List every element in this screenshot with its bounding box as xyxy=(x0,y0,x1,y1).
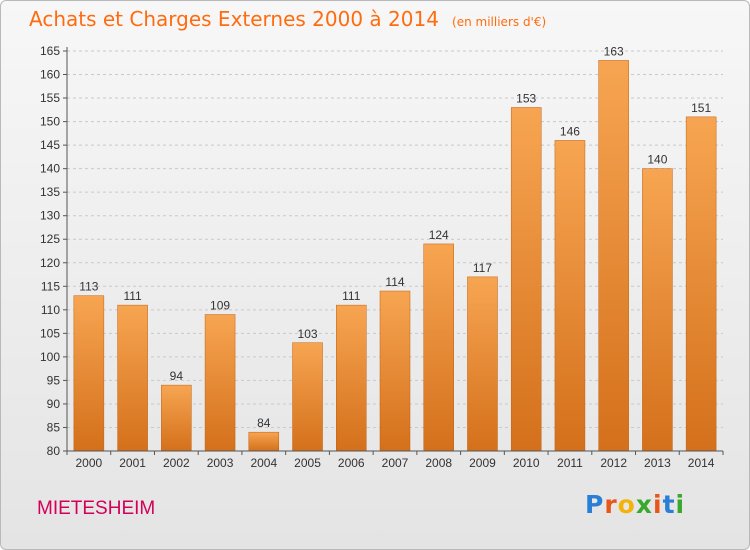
y-tick-label: 125 xyxy=(40,232,60,246)
x-tick-label-2002: 2002 xyxy=(163,456,190,470)
x-tick-label-2000: 2000 xyxy=(76,456,103,470)
data-label-2010: 153 xyxy=(516,91,536,105)
data-label-2014: 151 xyxy=(691,101,711,115)
x-tick-label-2012: 2012 xyxy=(600,456,627,470)
bar-2010[interactable] xyxy=(510,107,542,452)
bar-2013[interactable] xyxy=(642,168,673,452)
data-label-2009: 117 xyxy=(473,261,492,275)
data-label-2011: 146 xyxy=(560,124,580,138)
data-label-2001: 111 xyxy=(123,289,142,303)
bar-2005[interactable] xyxy=(292,342,323,452)
bar-2004[interactable] xyxy=(248,431,280,452)
logo-letter: o xyxy=(617,490,636,519)
y-tick-label: 165 xyxy=(40,44,60,58)
data-label-2002: 94 xyxy=(170,369,184,383)
y-tick-label: 110 xyxy=(41,303,60,317)
logo-letter: x xyxy=(635,490,653,519)
logo-letter: i xyxy=(653,490,663,519)
x-tick-label-2011: 2011 xyxy=(557,456,583,470)
y-tick-label: 135 xyxy=(40,185,60,199)
x-tick-label-2003: 2003 xyxy=(207,456,234,470)
logo-letter: P xyxy=(585,490,605,519)
logo-letter: i xyxy=(675,490,686,519)
y-tick-label: 130 xyxy=(40,209,60,223)
chart-subtitle: (en milliers d'€) xyxy=(452,15,547,29)
axes: 80 85 90 95 100 105 110 115 120 125 130 135 140 145 15… xyxy=(40,44,724,470)
x-tick-label-2001: 2001 xyxy=(119,456,146,470)
logo-letter: r xyxy=(604,490,618,519)
bars xyxy=(73,60,717,452)
y-tick-label: 85 xyxy=(47,420,61,434)
data-label-2008: 124 xyxy=(429,228,449,242)
bar-2002[interactable] xyxy=(161,384,192,452)
location-label: MIETESHEIM xyxy=(37,498,156,519)
data-label-2013: 140 xyxy=(647,153,667,167)
data-label-2007: 114 xyxy=(385,275,404,289)
y-tick-label: 120 xyxy=(40,256,60,270)
data-label-2006: 111 xyxy=(342,289,361,303)
y-tick-label: 105 xyxy=(40,326,60,340)
y-tick-label: 150 xyxy=(40,115,60,129)
data-label-2000: 113 xyxy=(79,280,98,294)
y-tick-label: 115 xyxy=(41,279,60,293)
data-label-2003: 109 xyxy=(210,299,230,313)
bar-2001[interactable] xyxy=(117,304,148,452)
data-labels: 113 111 94 109 84 103 111 114 124 117 153 146 163 140… xyxy=(79,44,711,430)
bar-2012[interactable] xyxy=(598,60,629,452)
x-tick-label-2004: 2004 xyxy=(250,456,277,470)
y-tick-label: 155 xyxy=(40,91,60,105)
x-tick-label-2014: 2014 xyxy=(688,456,715,470)
y-tick-label: 80 xyxy=(47,444,61,458)
x-tick-label-2006: 2006 xyxy=(338,456,365,470)
y-tick-label: 100 xyxy=(40,350,60,364)
bar-2011[interactable] xyxy=(554,140,586,452)
bar-2006[interactable] xyxy=(336,304,367,452)
x-tick-label-2005: 2005 xyxy=(294,456,321,470)
y-tick-label: 140 xyxy=(40,162,60,176)
bar-2008[interactable] xyxy=(423,243,454,452)
bar-2003[interactable] xyxy=(204,314,236,452)
proxiti-logo[interactable]: Proxiti xyxy=(585,490,685,519)
data-label-2005: 103 xyxy=(298,327,318,341)
y-tick-label: 160 xyxy=(40,68,60,82)
logo-letter: t xyxy=(662,490,676,519)
x-tick-label-2009: 2009 xyxy=(469,456,496,470)
data-label-2012: 163 xyxy=(604,44,624,58)
x-tick-label-2013: 2013 xyxy=(644,456,671,470)
bar-2009[interactable] xyxy=(467,276,498,452)
y-tick-label: 90 xyxy=(47,397,61,411)
bar-2014[interactable] xyxy=(685,116,717,452)
bar-2007[interactable] xyxy=(379,290,411,452)
y-tick-label: 145 xyxy=(40,138,60,152)
chart-title-block: Achats et Charges Externes 2000 à 2014 (… xyxy=(29,7,546,31)
chart-title: Achats et Charges Externes 2000 à 2014 xyxy=(29,7,439,31)
x-tick-label-2007: 2007 xyxy=(382,456,409,470)
bar-2000[interactable] xyxy=(73,295,105,452)
x-tick-label-2008: 2008 xyxy=(425,456,452,470)
data-label-2004: 84 xyxy=(257,416,271,430)
x-tick-label-2010: 2010 xyxy=(513,456,540,470)
y-tick-label: 95 xyxy=(47,373,61,387)
